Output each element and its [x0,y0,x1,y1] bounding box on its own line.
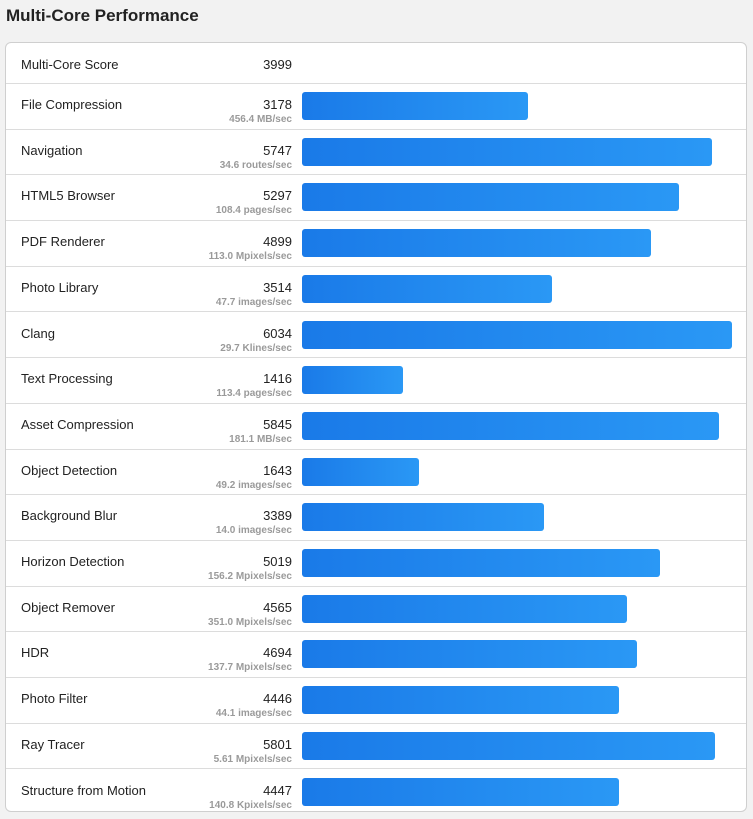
benchmark-label: Background Blur [21,508,118,524]
benchmark-rate: 47.7 images/sec [215,296,292,308]
benchmark-bar [302,549,660,577]
benchmark-row: Text Processing 1416 113.4 pages/sec [6,358,746,404]
benchmark-bar [302,686,619,715]
summary-score: 3999 [263,57,292,72]
benchmark-score: 5297 [263,188,292,204]
benchmark-bar [302,183,679,212]
benchmark-label: Horizon Detection [21,554,125,569]
benchmark-score: 3514 [263,279,292,295]
benchmark-bar [302,320,732,349]
benchmark-rate: 14.0 images/sec [215,525,292,537]
benchmark-label: Navigation [21,142,83,158]
benchmark-label: Ray Tracer [21,736,85,752]
benchmark-rate: 49.2 images/sec [215,479,292,491]
benchmark-bar [302,411,719,440]
benchmark-label: Clang [21,325,55,341]
benchmark-rate: 44.1 images/sec [215,708,292,720]
benchmark-row: File Compression 3178 456.4 MB/sec [6,84,746,130]
benchmark-bar [302,503,544,532]
benchmark-rate: 456.4 MB/sec [229,114,292,125]
benchmark-bar [302,366,403,395]
benchmark-label: Asset Compression [21,416,134,432]
benchmark-score: 4899 [263,234,292,250]
page-title: Multi-Core Performance [6,6,199,25]
benchmark-label: Text Processing [21,371,113,387]
summary-label: Multi-Core Score [21,57,119,72]
benchmark-row: Photo Library 3514 47.7 images/sec [6,267,746,313]
benchmark-row: PDF Renderer 4899 113.0 Mpixels/sec [6,221,746,267]
benchmark-label: PDF Renderer [21,234,105,250]
benchmark-score: 5019 [263,554,292,569]
benchmark-score: 6034 [263,325,292,341]
benchmark-score: 5801 [263,736,292,752]
benchmark-row: HTML5 Browser 5297 108.4 pages/sec [6,175,746,222]
benchmark-row: Asset Compression 5845 181.1 MB/sec [6,404,746,450]
benchmark-label: Object Detection [21,462,118,478]
benchmark-row: Photo Filter 4446 44.1 images/sec [6,678,746,724]
benchmark-row: Navigation 5747 34.6 routes/sec [6,130,746,176]
benchmark-bar [302,137,712,166]
benchmark-row: HDR 4694 137.7 Mpixels/sec [6,632,746,679]
benchmark-bar [302,640,637,669]
benchmark-bar [302,274,552,303]
benchmark-bar [302,594,627,623]
benchmark-bar [302,457,419,486]
benchmark-row: Background Blur 3389 14.0 images/sec [6,495,746,541]
benchmark-score: 5747 [263,142,292,158]
benchmark-bar [302,777,619,806]
benchmark-bar [302,92,528,120]
benchmark-score: 1416 [263,371,292,387]
benchmark-rate: 351.0 Mpixels/sec [208,616,292,628]
benchmark-row: Object Detection 1643 49.2 images/sec [6,450,746,496]
benchmark-rate: 113.4 pages/sec [216,388,292,400]
summary-row: Multi-Core Score 3999 [6,43,746,84]
benchmark-label: Photo Filter [21,691,88,707]
benchmark-label: HDR [21,645,50,661]
benchmark-score: 1643 [263,462,292,478]
benchmark-score: 3178 [263,97,292,112]
benchmark-row: Horizon Detection 5019 156.2 Mpixels/sec [6,541,746,587]
benchmark-rate: 108.4 pages/sec [215,205,292,217]
benchmark-score: 4447 [263,782,292,798]
benchmark-rate: 156.2 Mpixels/sec [208,571,292,582]
benchmark-score: 4694 [263,645,292,661]
benchmark-row: Ray Tracer 5801 5.61 Mpixels/sec [6,724,746,770]
benchmark-bar [302,229,651,258]
benchmark-label: File Compression [21,97,123,112]
benchmark-bar [302,731,715,760]
benchmark-label: Structure from Motion [21,782,146,798]
benchmark-rate: 181.1 MB/sec [229,433,292,445]
benchmark-rate: 29.7 Klines/sec [220,342,292,354]
benchmark-score: 3389 [263,508,292,524]
benchmark-rate: 113.0 Mpixels/sec [208,251,292,263]
benchmark-row: Structure from Motion 4447 140.8 Kpixels/s… [6,770,746,812]
benchmark-label: Object Remover [21,599,115,615]
benchmark-label: Photo Library [21,279,99,295]
benchmark-rate: 140.8 Kpixels/sec [209,799,292,811]
benchmark-score: 5845 [263,416,292,432]
results-panel: Multi-Core Score 3999 File Compression 31… [5,42,747,812]
benchmark-score: 4446 [263,691,292,707]
benchmark-score: 4565 [263,599,292,615]
benchmark-row: Object Remover 4565 351.0 Mpixels/sec [6,587,746,633]
benchmark-rate: 137.7 Mpixels/sec [208,662,292,674]
benchmark-row: Clang 6034 29.7 Klines/sec [6,313,746,359]
benchmark-label: HTML5 Browser [21,188,115,204]
benchmark-rate: 34.6 routes/sec [219,159,292,171]
benchmark-rate: 5.61 Mpixels/sec [213,753,292,765]
